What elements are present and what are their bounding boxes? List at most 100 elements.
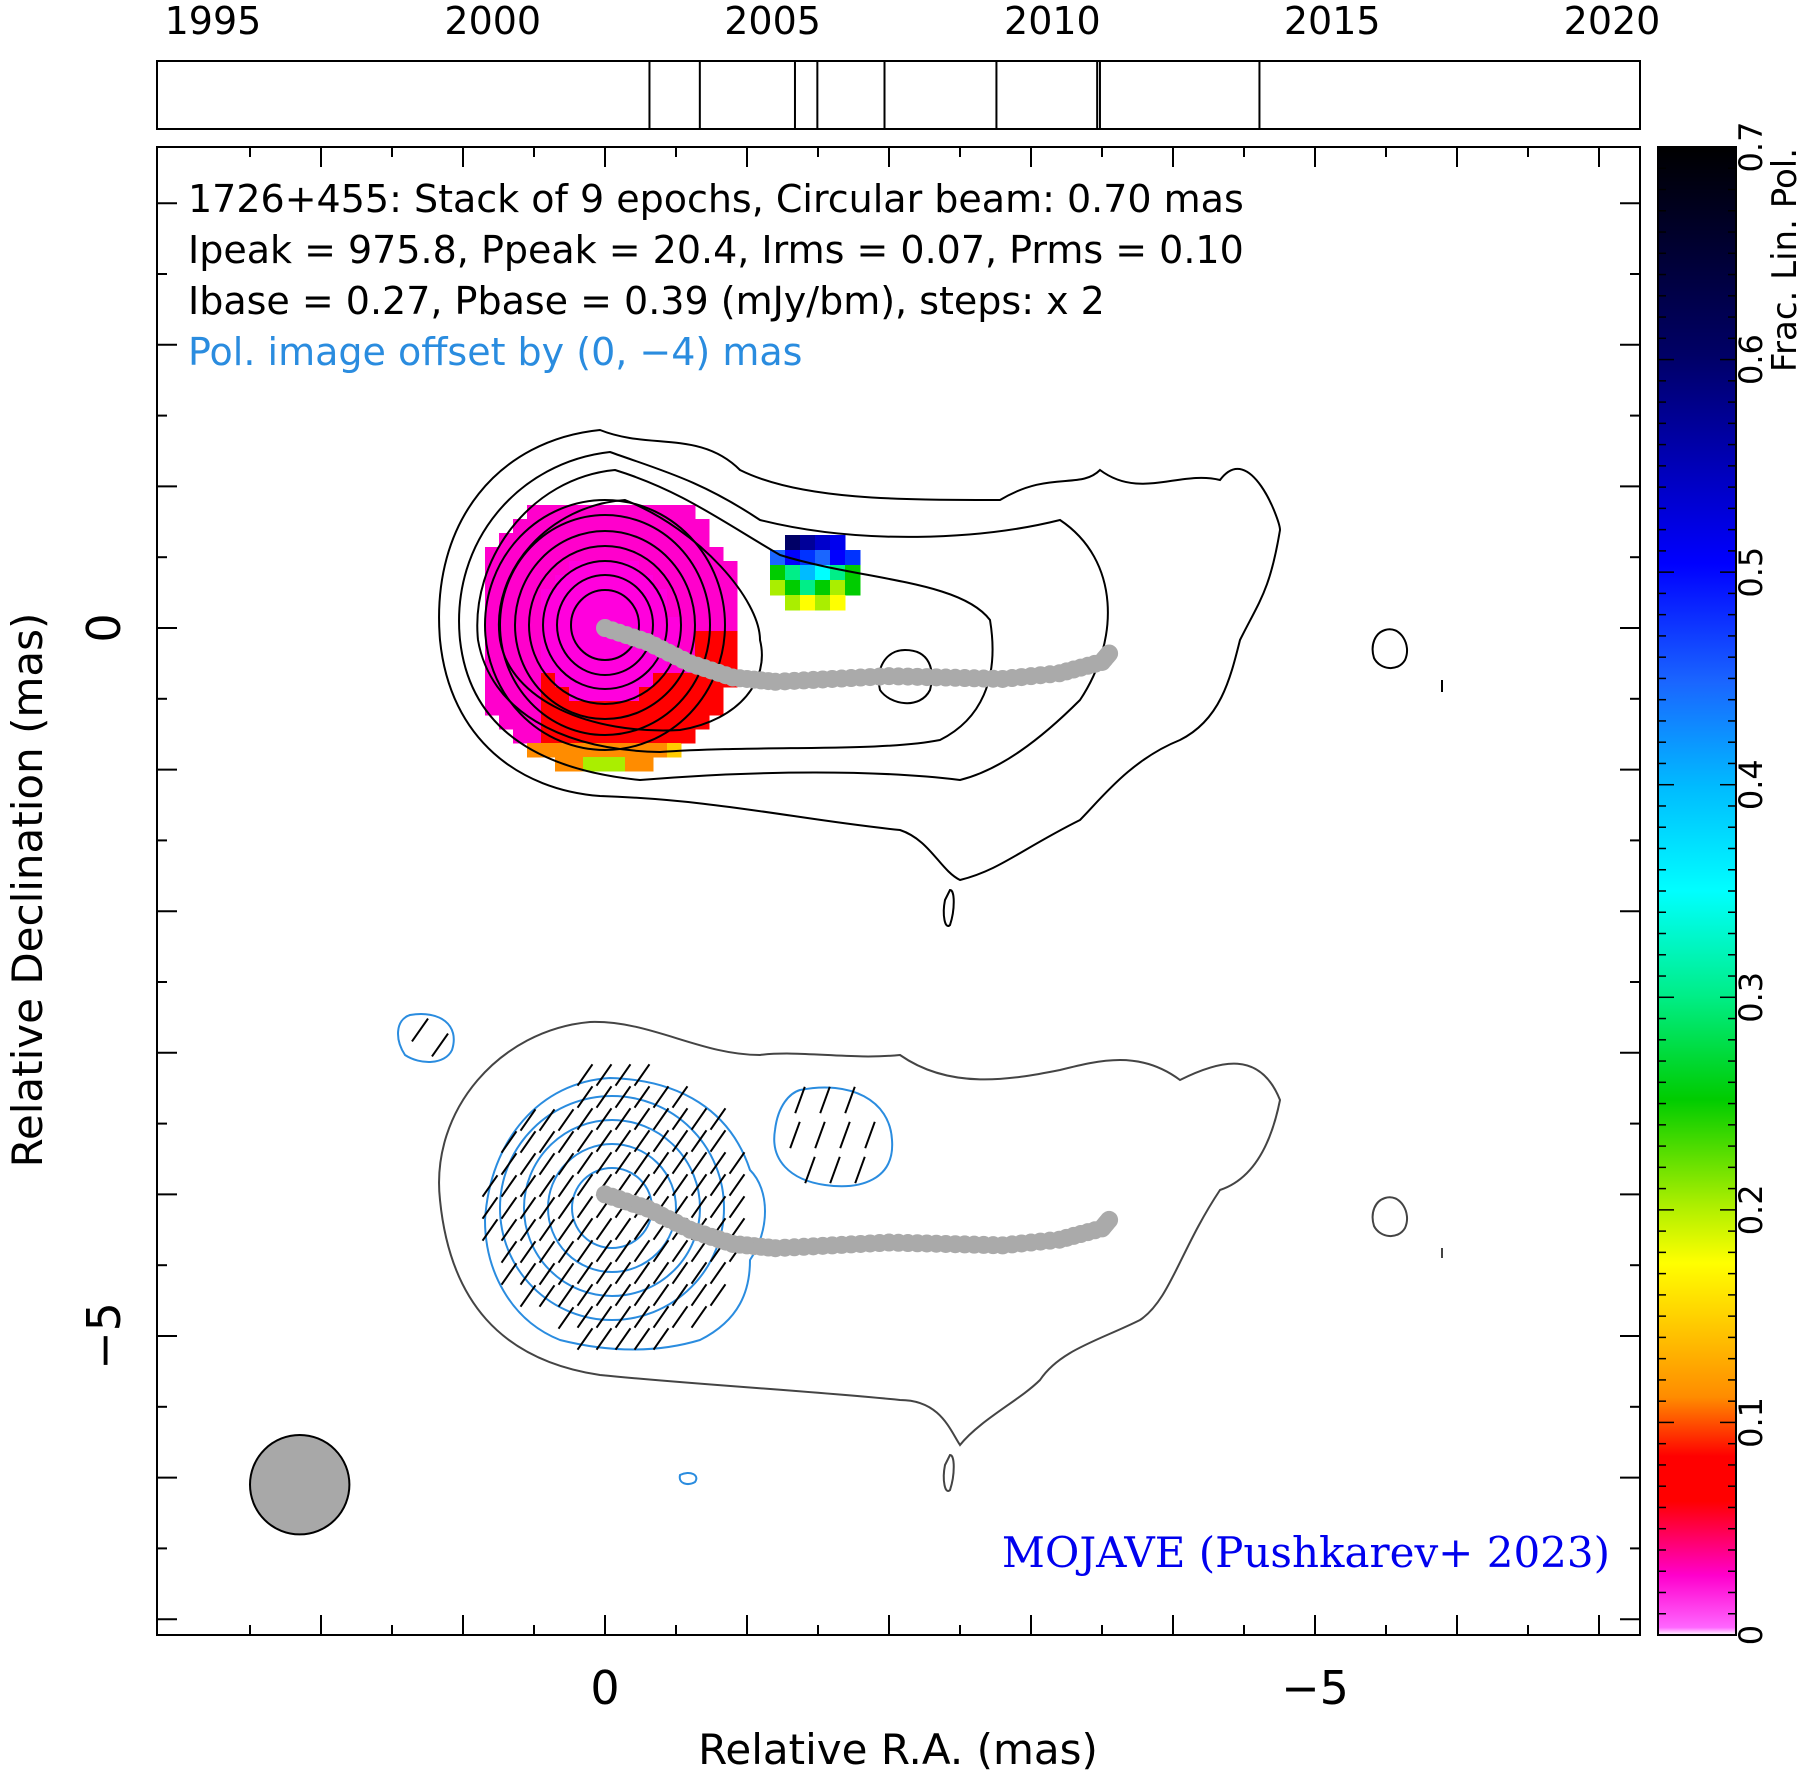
evpa-stick [557,1240,575,1264]
evpa-stick [538,1262,556,1286]
evpa-stick [690,1151,708,1175]
stokes-i-contours [438,428,1443,927]
frac-pol-pixel [513,729,528,744]
evpa-stick [633,1085,651,1109]
frac-pol-pixel [583,757,598,772]
frac-pol-pixel [527,575,542,590]
frac-pol-pixel [597,757,612,772]
frac-pol-pixel [709,631,724,646]
title-line-2: Ipeak = 975.8, Ppeak = 20.4, Irms = 0.07… [188,228,1244,272]
evpa-stick [728,1195,746,1219]
evpa-stick [709,1107,727,1131]
frac-pol-pixel [541,617,556,632]
title-line-3: Ibase = 0.27, Pbase = 0.39 (mJy/bm), ste… [188,279,1105,323]
frac-pol-pixel [513,659,528,674]
frac-pol-pixel [597,687,612,702]
frac-pol-pixel [555,659,570,674]
evpa-stick [633,1239,651,1263]
evpa-stick [481,1196,499,1220]
frac-pol-pixel [723,589,738,604]
frac-pol-pixel [709,645,724,660]
evpa-stick [614,1151,632,1175]
evpa-stick [633,1217,651,1241]
frac-pol-pixel [611,603,626,618]
frac-pol-pixel [800,595,816,611]
evpa-stick [671,1261,689,1285]
frac-pol-pixel [830,535,846,551]
frac-pol-pixel [611,659,626,674]
stokes-i-contour-core-3 [514,530,696,720]
evpa-stick [595,1217,613,1241]
frac-pol-pixel [513,547,528,562]
offset-note: Pol. image offset by (0, −4) mas [188,330,802,374]
frac-pol-pixel [555,561,570,576]
frac-pol-pixel [611,673,626,688]
colorbar-tick-label: 0.5 [1732,547,1770,598]
evpa-stick [652,1151,670,1175]
evpa-stick [709,1283,727,1307]
evpa-stick [595,1239,613,1263]
frac-pol-pixel [583,519,598,534]
evpa-stick [614,1063,632,1087]
epoch-timeline: 1995 2000 2005 2010 2015 2020 [156,0,1661,130]
frac-pol-pixel [667,533,682,548]
evpa-stick [614,1107,632,1131]
title-line-1: 1726+455: Stack of 9 epochs, Circular be… [188,177,1244,221]
frac-pol-pixel [611,561,626,576]
frac-pol-pixel [625,757,640,772]
timeline-tick-labels: 1995 2000 2005 2010 2015 2020 [165,0,1661,43]
colorbar-ticks [1658,146,1736,1636]
frac-pol-pixel [485,603,500,618]
evpa-stick [652,1239,670,1263]
x-tick-label: −5 [1281,1661,1349,1715]
evpa-stick [690,1195,708,1219]
frac-pol-pixel [709,547,724,562]
evpa-stick [690,1129,708,1153]
evpa-stick [500,1174,518,1198]
frac-pol-pixel [611,589,626,604]
evpa-stick [829,1156,841,1184]
frac-pol-pixel [723,617,738,632]
evpa-stick [633,1063,651,1087]
frac-pol-pixel [569,687,584,702]
evpa-stick [519,1174,537,1198]
evpa-stick [690,1305,708,1329]
evpa-stick [709,1195,727,1219]
frac-pol-pixel [723,561,738,576]
timeline-year-label: 2000 [444,0,541,43]
frac-pol-pixel [541,575,556,590]
evpa-stick [595,1327,613,1351]
evpa-stick [690,1239,708,1263]
evpa-stick [538,1218,556,1242]
frac-pol-pixel [597,575,612,590]
frac-pol-pixel [597,533,612,548]
evpa-stick [614,1305,632,1329]
frac-pol-pixel [653,743,668,758]
frac-pol-pixel [785,580,801,596]
frac-pol-pixel [709,701,724,716]
frac-pol-pixel [611,519,626,534]
evpa-stick [519,1196,537,1220]
frac-pol-pixel [667,673,682,688]
evpa-stick [671,1085,689,1109]
evpa-stick [709,1173,727,1197]
frac-pol-pixel [597,547,612,562]
evpa-stick [595,1283,613,1307]
frac-pol-pixel [785,595,801,611]
frac-pol-pixel [541,533,556,548]
frac-pol-pixel [625,519,640,534]
frac-pol-pixel [583,631,598,646]
evpa-stick [671,1129,689,1153]
evpa-stick [804,1156,816,1184]
frac-pol-pixel [597,561,612,576]
evpa-stick [595,1107,613,1131]
frac-pol-pixel [555,687,570,702]
evpa-stick [652,1085,670,1109]
frac-pol-pixel [639,673,654,688]
evpa-stick [538,1174,556,1198]
evpa-stick [576,1261,594,1285]
evpa-stick [519,1262,537,1286]
evpa-stick [728,1151,746,1175]
evpa-stick [481,1218,499,1242]
frac-pol-pixel [653,547,668,562]
